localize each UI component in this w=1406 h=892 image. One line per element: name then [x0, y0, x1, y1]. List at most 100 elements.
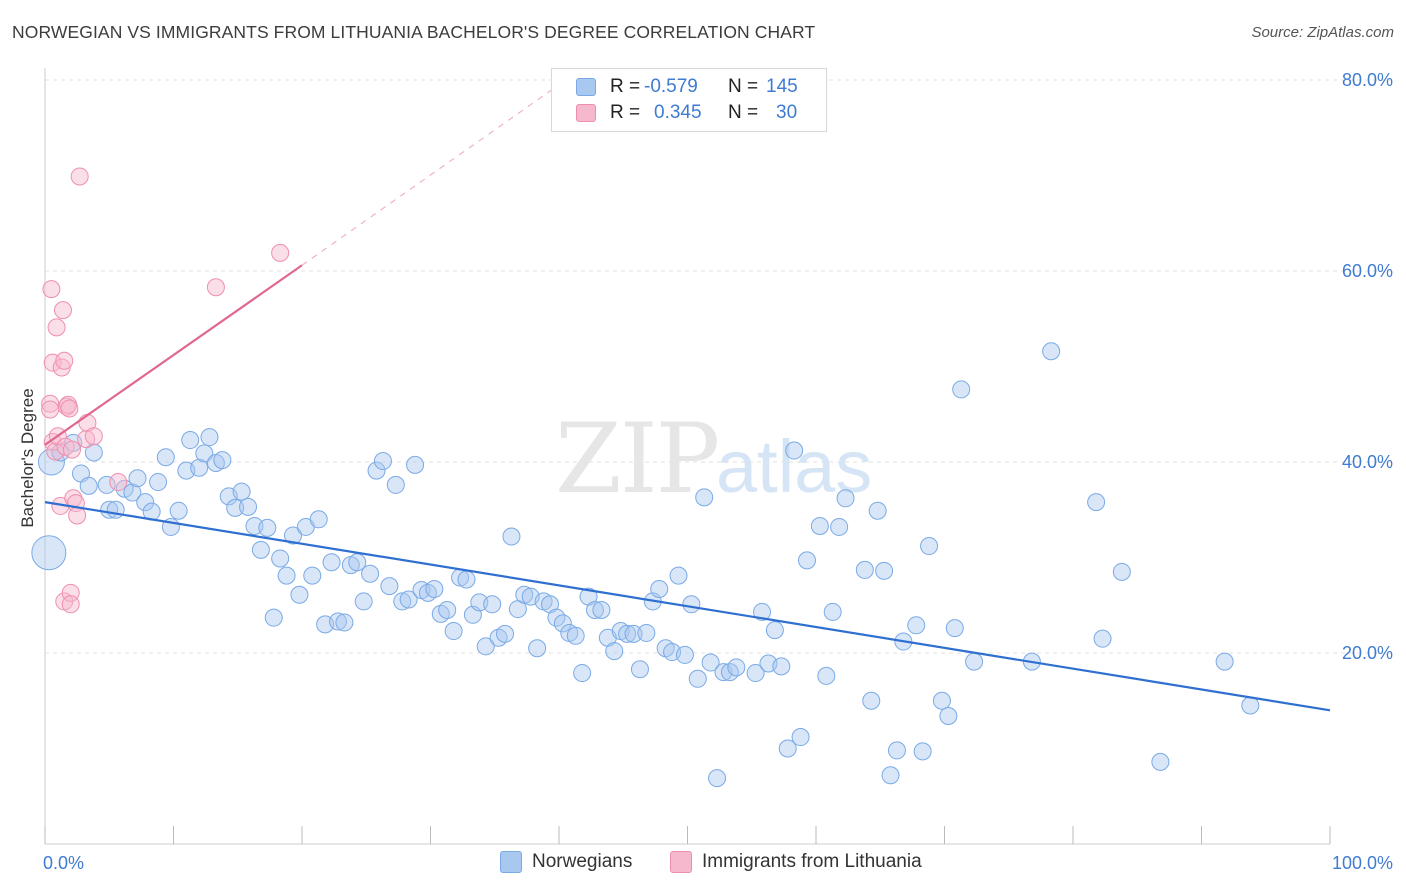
data-point	[945, 619, 964, 638]
legend-n-label: N =	[728, 76, 759, 97]
bottom-legend-norwegians: Norwegians	[500, 851, 632, 873]
data-point	[952, 380, 971, 399]
series-lithuania	[41, 167, 290, 614]
data-point	[373, 452, 392, 471]
data-point	[149, 473, 168, 492]
data-point	[271, 243, 290, 262]
bottom-legend-lithuania: Immigrants from Lithuania	[670, 851, 922, 873]
data-point	[284, 526, 303, 545]
data-point	[309, 510, 328, 529]
data-point	[406, 455, 425, 474]
data-point	[855, 560, 874, 579]
x-tick-label: 100.0%	[1332, 853, 1393, 873]
data-point	[650, 580, 669, 599]
trend-line-norwegians	[44, 501, 1331, 712]
data-point	[585, 601, 604, 620]
data-point	[53, 301, 72, 320]
data-point	[123, 483, 142, 502]
data-point	[43, 353, 62, 372]
data-point	[303, 566, 322, 585]
chart-source: Source: ZipAtlas.com	[1251, 24, 1394, 41]
data-point	[875, 561, 894, 580]
data-point	[213, 451, 232, 470]
data-point	[55, 351, 74, 370]
data-point	[965, 652, 984, 671]
data-point	[79, 476, 98, 495]
trend-lines	[44, 84, 1331, 712]
data-point	[553, 614, 572, 633]
data-point	[881, 766, 900, 785]
data-point	[817, 666, 836, 685]
data-point	[913, 742, 932, 761]
trend-line-lithuania	[44, 264, 303, 446]
data-point	[592, 601, 611, 620]
data-point	[97, 475, 116, 494]
data-point	[386, 475, 405, 494]
trend-line-extension	[301, 84, 560, 266]
data-point	[528, 639, 547, 658]
data-point	[399, 590, 418, 609]
legend-n-value: 30	[776, 102, 798, 123]
data-point	[573, 664, 592, 683]
data-point	[618, 624, 637, 643]
data-point	[354, 592, 373, 611]
grid-lines	[45, 79, 1392, 654]
data-point	[258, 518, 277, 537]
legend-r-label: R =	[610, 102, 641, 123]
data-point	[41, 400, 60, 419]
data-point	[695, 488, 714, 507]
legend-r-label: R =	[610, 76, 641, 97]
data-point	[1112, 562, 1131, 581]
data-point	[393, 592, 412, 611]
data-point	[785, 441, 804, 460]
data-point	[380, 577, 399, 596]
data-point	[682, 595, 701, 614]
watermark: ZIP atlas	[555, 403, 872, 515]
data-point	[42, 280, 61, 299]
data-point	[502, 527, 521, 546]
series-norwegians	[31, 342, 1260, 788]
data-point	[1087, 493, 1106, 512]
data-point	[765, 621, 784, 640]
data-point	[438, 601, 457, 620]
data-point	[335, 613, 354, 632]
data-point	[1151, 752, 1170, 771]
data-point	[84, 427, 103, 446]
data-point	[61, 595, 80, 614]
legend-row-norwegians: R = -0.579 N = 145	[576, 74, 798, 100]
data-point	[264, 608, 283, 627]
data-points	[31, 167, 1260, 788]
legend-r-value: -0.579	[644, 76, 698, 97]
data-point	[206, 278, 225, 297]
data-point	[746, 664, 765, 683]
data-point	[669, 566, 688, 585]
data-point	[322, 553, 341, 572]
data-point	[566, 626, 585, 645]
data-point	[920, 537, 939, 556]
data-point	[195, 444, 214, 463]
data-point	[701, 653, 720, 672]
data-point	[169, 501, 188, 520]
data-point	[361, 564, 380, 583]
legend-swatch-lithuania	[576, 104, 596, 122]
bottom-legend-swatch-norwegians	[500, 851, 522, 873]
data-point	[200, 428, 219, 447]
data-point	[251, 540, 270, 559]
data-point	[444, 622, 463, 641]
data-point	[109, 473, 128, 492]
data-point	[1093, 629, 1112, 648]
data-point	[68, 506, 87, 525]
bottom-legend-label-norwegians: Norwegians	[532, 851, 633, 872]
data-point	[939, 707, 958, 726]
data-point	[708, 769, 727, 788]
data-point	[496, 624, 515, 643]
data-point	[367, 461, 386, 480]
y-tick-label: 20.0%	[1342, 643, 1393, 663]
data-point	[791, 728, 810, 747]
data-point	[605, 642, 624, 661]
data-point	[1241, 696, 1260, 715]
data-point	[271, 549, 290, 568]
data-point	[932, 691, 951, 710]
y-tick-labels: 20.0% 40.0% 60.0% 80.0%	[1342, 70, 1393, 663]
